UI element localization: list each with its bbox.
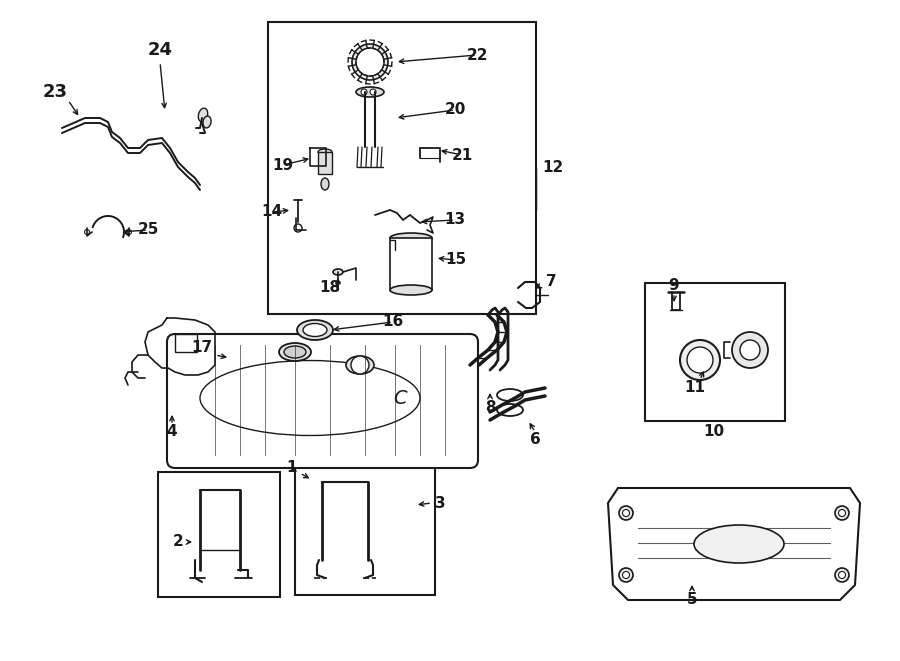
Text: 21: 21	[452, 147, 472, 163]
Text: 6: 6	[529, 432, 540, 447]
Text: 18: 18	[320, 280, 340, 295]
Ellipse shape	[356, 87, 384, 97]
Bar	[295, 463, 435, 595]
Text: 14: 14	[261, 204, 283, 219]
Circle shape	[623, 510, 629, 516]
Text: 12: 12	[542, 161, 563, 176]
Text: 7: 7	[545, 274, 556, 290]
Circle shape	[352, 44, 388, 80]
Ellipse shape	[279, 343, 311, 361]
Ellipse shape	[297, 320, 333, 340]
Text: 17: 17	[192, 340, 212, 356]
Text: 4: 4	[166, 424, 177, 440]
Circle shape	[619, 506, 633, 520]
Circle shape	[839, 510, 845, 516]
Text: 10: 10	[704, 424, 725, 440]
Circle shape	[835, 506, 849, 520]
Text: 16: 16	[382, 315, 403, 329]
Ellipse shape	[303, 323, 327, 336]
Ellipse shape	[346, 356, 374, 374]
Circle shape	[294, 224, 302, 232]
Ellipse shape	[284, 346, 306, 358]
Text: C: C	[393, 389, 407, 407]
Text: 2: 2	[173, 535, 184, 549]
Text: 19: 19	[273, 157, 293, 173]
Ellipse shape	[390, 285, 432, 295]
Text: 25: 25	[138, 223, 158, 237]
Circle shape	[687, 347, 713, 373]
Circle shape	[351, 356, 369, 374]
Bar	[390, 238, 432, 290]
Text: 20: 20	[445, 102, 465, 118]
Text: 11: 11	[685, 381, 706, 395]
Circle shape	[740, 340, 760, 360]
Circle shape	[356, 48, 384, 76]
Bar	[158, 472, 280, 597]
Text: 5: 5	[687, 592, 698, 607]
Bar	[645, 283, 785, 421]
Text: 3: 3	[435, 496, 446, 510]
Circle shape	[361, 89, 367, 95]
Ellipse shape	[694, 525, 784, 563]
Ellipse shape	[318, 149, 332, 155]
Bar	[175, 334, 197, 352]
Bar	[268, 22, 536, 314]
Text: 15: 15	[446, 253, 466, 268]
Circle shape	[619, 568, 633, 582]
FancyBboxPatch shape	[167, 334, 478, 468]
Circle shape	[370, 89, 376, 95]
Text: 13: 13	[445, 212, 465, 227]
Circle shape	[839, 572, 845, 578]
Text: 24: 24	[148, 41, 173, 59]
Ellipse shape	[198, 108, 208, 122]
Text: 1: 1	[287, 459, 297, 475]
Circle shape	[835, 568, 849, 582]
Circle shape	[732, 332, 768, 368]
Ellipse shape	[202, 116, 211, 128]
Text: 9: 9	[669, 278, 680, 293]
Circle shape	[623, 572, 629, 578]
Text: 22: 22	[466, 48, 488, 63]
Bar	[318, 152, 332, 174]
Circle shape	[680, 340, 720, 380]
Text: 23: 23	[42, 83, 68, 101]
Ellipse shape	[333, 269, 343, 275]
Ellipse shape	[390, 233, 432, 243]
Text: 8: 8	[485, 401, 495, 416]
Ellipse shape	[321, 178, 329, 190]
Circle shape	[85, 229, 89, 235]
Circle shape	[127, 229, 131, 235]
